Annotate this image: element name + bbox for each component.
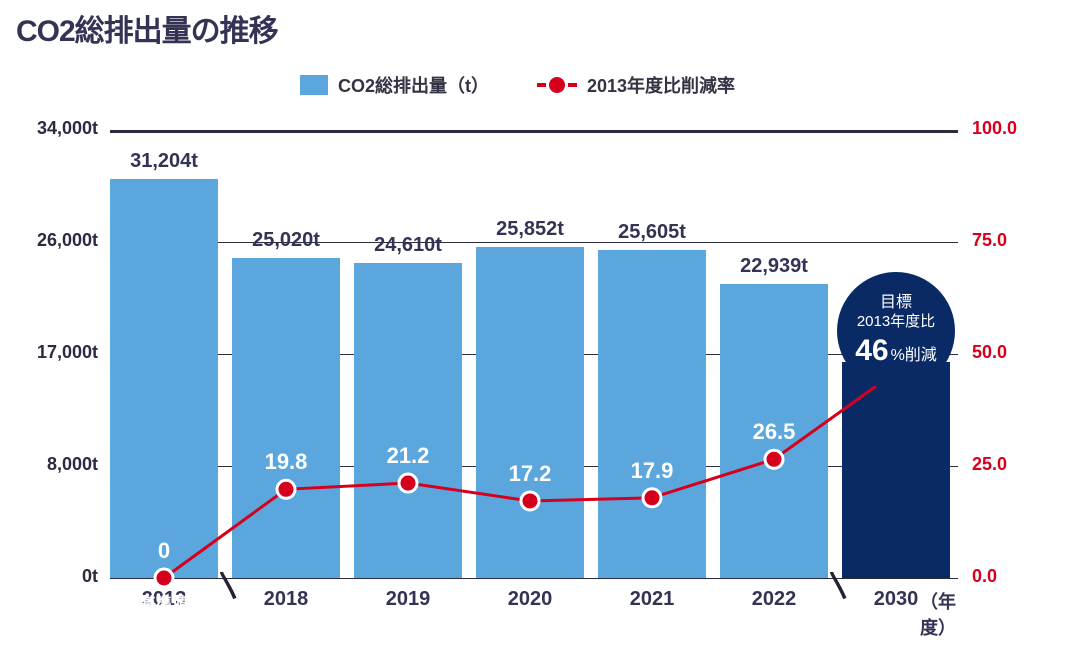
line-value-label: 0 bbox=[158, 538, 170, 564]
legend-label: 2013年度比削減率 bbox=[587, 72, 735, 98]
line-value-label: 26.5 bbox=[753, 419, 796, 445]
line-value-label: 21.2 bbox=[387, 443, 430, 469]
legend-label: CO2総排出量（t） bbox=[338, 72, 489, 98]
target-badge: 目標2013年度比46%削減 bbox=[837, 272, 955, 390]
legend-marker bbox=[537, 83, 577, 87]
badge-line2: 2013年度比 bbox=[857, 313, 935, 332]
badge-suffix: %削減 bbox=[891, 346, 937, 366]
y-left-tick: 8,000t bbox=[0, 454, 98, 475]
y-right-tick: 0.0 bbox=[972, 566, 997, 587]
y-right-tick: 100.0 bbox=[972, 118, 1017, 139]
line-sub-label: （基準値） bbox=[124, 590, 204, 614]
line-layer bbox=[110, 130, 958, 620]
y-left-tick: 0t bbox=[0, 566, 98, 587]
line-value-label: 17.2 bbox=[509, 461, 552, 487]
legend-item: 2013年度比削減率 bbox=[537, 72, 735, 98]
line-value-label: 17.9 bbox=[631, 458, 674, 484]
line-value-label: 19.8 bbox=[265, 449, 308, 475]
legend-swatch bbox=[300, 75, 328, 95]
y-left-tick: 26,000t bbox=[0, 230, 98, 251]
badge-line1: 目標 bbox=[880, 293, 912, 313]
y-left-tick: 34,000t bbox=[0, 118, 98, 139]
legend: CO2総排出量（t） 2013年度比削減率 bbox=[300, 72, 735, 98]
plot-area: 0t0.08,000t25.017,000t50.026,000t75.034,… bbox=[110, 130, 958, 620]
badge-big: 46 bbox=[855, 332, 888, 370]
y-right-tick: 25.0 bbox=[972, 454, 1007, 475]
y-right-tick: 75.0 bbox=[972, 230, 1007, 251]
legend-item: CO2総排出量（t） bbox=[300, 72, 489, 98]
y-right-tick: 50.0 bbox=[972, 342, 1007, 363]
badge-line3: 46%削減 bbox=[855, 332, 937, 370]
chart-title: CO2総排出量の推移 bbox=[16, 6, 278, 50]
y-left-tick: 17,000t bbox=[0, 342, 98, 363]
